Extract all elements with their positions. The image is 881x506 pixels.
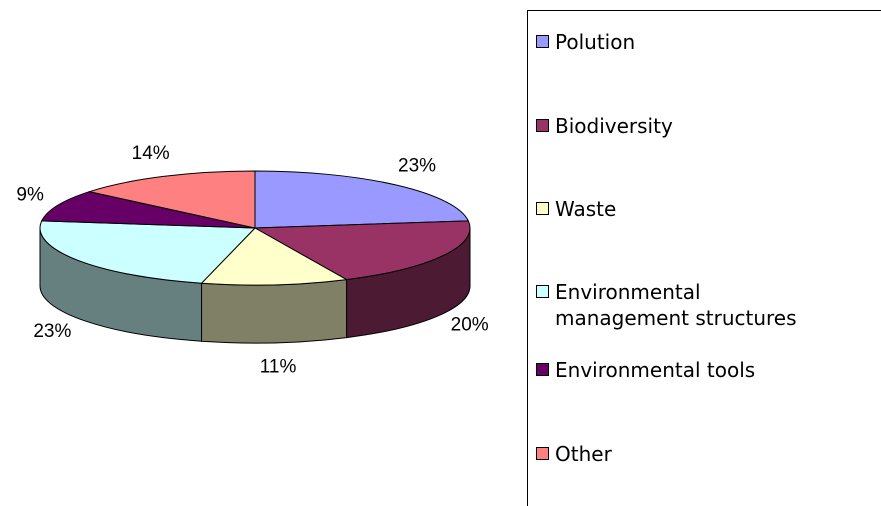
slice — [253, 220, 471, 281]
data-label: 23% — [33, 321, 71, 342]
chart: 23% 20% 11% 23% 9% 14% — [16, 143, 489, 378]
legend-label: Environmental tools — [555, 358, 756, 382]
legend-swatch — [536, 285, 549, 298]
legend-label: Other — [555, 442, 612, 466]
data-label: 9% — [16, 184, 44, 205]
legend-label: Biodiversity — [555, 114, 673, 138]
slice — [87, 170, 256, 229]
slice — [39, 220, 257, 284]
legend: Polution Biodiversity Waste Environmental m… — [527, 10, 881, 506]
legend-item: Environmental tools — [536, 357, 755, 383]
legend-label: Waste — [555, 197, 617, 221]
legend-label: Environmental management structures — [555, 280, 797, 330]
legend-swatch — [536, 202, 549, 215]
data-label: 20% — [451, 315, 489, 336]
data-label: 11% — [260, 357, 297, 378]
legend-item: Environmental management structures — [536, 279, 835, 331]
legend-swatch — [536, 119, 549, 132]
slice — [254, 170, 470, 229]
data-label: 23% — [398, 156, 436, 177]
legend-swatch — [536, 35, 549, 48]
slice — [40, 191, 256, 229]
legend-item: Other — [536, 441, 612, 467]
legend-item: Biodiversity — [536, 113, 673, 139]
legend-swatch — [536, 447, 549, 460]
legend-item: Waste — [536, 196, 616, 222]
slice — [200, 227, 349, 286]
data-label: 14% — [132, 143, 170, 164]
legend-item: Polution — [536, 29, 635, 55]
legend-label: Polution — [555, 30, 636, 54]
slice-side — [201, 279, 348, 344]
legend-swatch — [536, 363, 549, 376]
